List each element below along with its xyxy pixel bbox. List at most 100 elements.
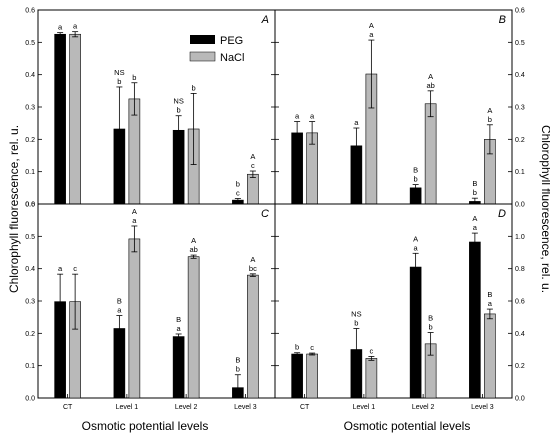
panel-a-sig-label-peg: c (236, 189, 240, 198)
panel-c-sig-label-peg: a (177, 324, 182, 333)
panel-d-sig-label-nacl: a (488, 299, 493, 308)
panel-c-ytick-label: 0.5 (25, 234, 35, 241)
panel-a-ytick-label: 0.2 (25, 137, 35, 144)
panel-c-ytick-label: 0.6 (25, 202, 35, 209)
panel-b-ytick-label: 0.2 (515, 137, 525, 144)
panel-d-xtick-label: Level 1 (353, 404, 376, 411)
panel-c-ytick-label: 0.4 (25, 266, 35, 273)
panel-a-bar-nacl (247, 173, 259, 205)
panel-b-sig-label-nacl: A (428, 72, 433, 81)
panel-d-ytick-label: 0.6 (515, 299, 525, 306)
panel-a-ytick-label: 0.1 (25, 169, 35, 176)
panel-d-sig-label-peg: b (295, 343, 299, 352)
panel-b-ytick-label: 0.1 (515, 169, 525, 176)
panel-c-ytick-label: 0.3 (25, 299, 35, 306)
panel-c-sig-label-nacl: A (132, 207, 137, 216)
panel-b-letter: B (499, 14, 506, 26)
panel-a-sig-label-peg: b (177, 106, 181, 115)
panel-b-ytick-label: 0.4 (515, 72, 525, 79)
panel-c-sig-label-nacl: bc (249, 264, 257, 273)
x-axis-title-left: Osmotic potential levels (82, 419, 209, 433)
panel-d-sig-label-nacl: B (487, 290, 492, 299)
panel-c-ytick-label: 0.1 (25, 363, 35, 370)
y-axis-title-left: Chlorophyll fluorescence, rel. u. (7, 125, 21, 293)
panel-d-sig-label-peg: A (472, 214, 477, 223)
panel-b-sig-label-nacl: A (369, 21, 374, 30)
panel-a-bar-nacl (69, 33, 81, 205)
panel-c-xtick-label: Level 3 (234, 404, 257, 411)
panel-b-sig-label-nacl: ab (426, 81, 434, 90)
panel-b-sig-label-nacl: A (487, 106, 492, 115)
panel-d-bar-nacl (484, 313, 496, 399)
panel-d-bar-nacl (365, 358, 378, 399)
panel-d-sig-label-nacl: c (310, 343, 314, 352)
panel-a-letter: A (261, 14, 269, 26)
panel-c-bar-peg (172, 336, 185, 399)
panel-d-sig-label-peg: NS (351, 309, 361, 318)
legend: PEG NaCl (189, 35, 244, 64)
panel-c-sig-label-peg: b (236, 365, 240, 374)
panel-a-sig-label-nacl: b (192, 83, 196, 92)
panel-c-xtick-label: Level 1 (116, 404, 139, 411)
panel-a-ytick-label: 0.0 (25, 202, 35, 209)
panel-a-sig-label-peg: a (58, 23, 63, 32)
panel-d-xtick-label: Level 3 (471, 404, 494, 411)
panel-d-sig-label-nacl: c (370, 346, 374, 355)
legend-label-nacl: NaCl (220, 52, 244, 64)
x-axis-title-right: Osmotic potential levels (344, 419, 471, 433)
panel-a-sig-label-peg: b (117, 77, 121, 86)
panel-d-sig-label-peg: b (354, 318, 358, 327)
panel-c-xtick-label: Level 2 (175, 404, 198, 411)
panel-c-ytick-label: 0.2 (25, 331, 35, 338)
panel-a-sig-label-nacl: a (73, 22, 78, 31)
panel-a-sig-label-nacl: c (251, 161, 255, 170)
panel-b-sig-label-nacl: b (488, 115, 492, 124)
panel-c-xtick-label: CT (63, 404, 73, 411)
panel-b-ytick-label: 0.3 (515, 105, 525, 112)
panel-d-sig-label-peg: A (413, 234, 418, 243)
panel-d-ytick-label: 0.0 (515, 396, 525, 403)
panel-c-bar-nacl (247, 274, 259, 399)
panel-d-bar-nacl (306, 353, 318, 399)
panel-a-sig-label-nacl: b (132, 73, 136, 82)
panel-a-ytick-label: 0.6 (25, 8, 35, 15)
panel-d-ytick-label: 0.8 (515, 266, 525, 273)
panel-c-ytick-label: 0.0 (25, 396, 35, 403)
panel-a-bar-peg (54, 33, 66, 205)
panel-c-sig-label-peg: B (117, 297, 122, 306)
panel-d-letter: D (498, 208, 506, 220)
panel-d-xtick-label: Level 2 (412, 404, 435, 411)
panel-b-sig-label-peg: b (414, 175, 418, 184)
panel-d-sig-label-peg: a (473, 223, 478, 232)
panel-c-sig-label-nacl: c (73, 264, 77, 273)
panel-c-sig-label-nacl: A (191, 236, 196, 245)
panel-a-ytick-label: 0.5 (25, 40, 35, 47)
panel-d-sig-label-nacl: b (429, 323, 433, 332)
panel-b-sig-label-nacl: a (310, 112, 315, 121)
panel-c-sig-label-nacl: ab (189, 245, 197, 254)
panel-a-ytick-label: 0.3 (25, 105, 35, 112)
panel-d-sig-label-peg: a (414, 243, 419, 252)
panel-a-sig-label-peg: NS (173, 97, 183, 106)
panel-c-sig-label-peg: B (235, 356, 240, 365)
legend-swatch-nacl (189, 51, 216, 62)
panel-c-sig-label-peg: a (117, 306, 122, 315)
y-axis-title-right: Chlorophyll fluorescence, rel. u. (539, 125, 550, 293)
panel-a-sig-label-nacl: A (250, 152, 255, 161)
panel-a-sig-label-peg: NS (114, 68, 124, 77)
panel-d-ytick-label: 1.0 (515, 234, 525, 241)
panel-d-xtick-label: CT (300, 404, 310, 411)
panel-c-sig-label-peg: B (176, 315, 181, 324)
panel-b-ytick-label: 0.5 (515, 40, 525, 47)
panels-group: 0.00.10.20.30.40.50.6Aa abNSbbNSbcbcA0.00… (25, 8, 525, 412)
panel-d-bar-peg (409, 266, 422, 399)
panel-c-bar-nacl (128, 238, 141, 399)
panel-d-bar-peg (469, 241, 481, 399)
panel-b-sig-label-peg: B (472, 179, 477, 188)
panel-a-ytick-label: 0.4 (25, 72, 35, 79)
panel-b-sig-label-nacl: a (369, 30, 374, 39)
panel-b-sig-label-peg: b (473, 188, 477, 197)
